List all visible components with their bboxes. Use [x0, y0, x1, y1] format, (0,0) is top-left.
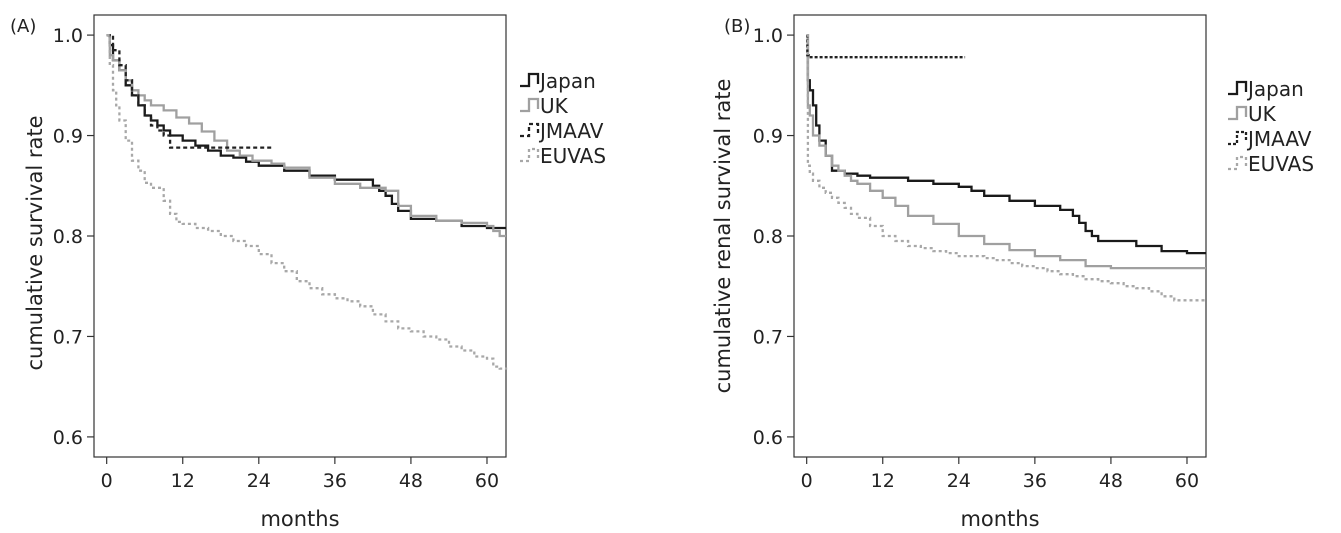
axis-ticks: 0 12 24 36 48 60 0.6 0.7 0.8 0.9 1.0 [753, 25, 1199, 492]
legend-label: Japan [538, 69, 596, 93]
y-tick-label: 1.0 [53, 25, 83, 47]
x-tick-label: 48 [399, 470, 423, 492]
series-line-euvas [106, 33, 508, 370]
panel-a: (A) 0 12 24 36 48 60 0.6 0.7 0.8 0.9 1.0 JapanUKJM… [10, 14, 606, 531]
series-line-jmaav [806, 33, 966, 59]
x-tick-label: 36 [1023, 470, 1047, 492]
series-line-japan [106, 33, 506, 230]
plot-frame [793, 14, 1207, 458]
legend-swatch [1228, 155, 1248, 171]
legend-label: JMAAV [538, 119, 604, 143]
series-line-euvas [806, 33, 1206, 302]
x-tick-label: 0 [101, 470, 113, 492]
x-tick-label: 0 [801, 470, 813, 492]
x-tick-label: 36 [323, 470, 347, 492]
y-tick-label: 0.8 [53, 226, 83, 248]
legend-label: Japan [1246, 77, 1304, 101]
x-axis-label: months [260, 507, 339, 531]
series-lines [806, 33, 1206, 302]
panel-b: (B) 0 12 24 36 48 60 0.6 0.7 0.8 0.9 1.0 JapanUKJM… [711, 14, 1314, 531]
x-tick-label: 12 [871, 470, 895, 492]
y-axis-label: cumulative survival rate [23, 115, 47, 370]
plot-frame [93, 14, 507, 458]
y-tick-label: 0.6 [753, 427, 783, 449]
y-tick-label: 0.7 [53, 326, 83, 348]
y-tick-label: 0.8 [753, 226, 783, 248]
series-line-uk [106, 33, 506, 238]
legend-label: JMAAV [1246, 127, 1312, 151]
x-tick-label: 24 [247, 470, 271, 492]
legend-swatch [1228, 130, 1248, 146]
y-tick-label: 0.9 [753, 126, 783, 148]
legend-label: EUVAS [1248, 152, 1314, 176]
legend-swatch [520, 122, 540, 138]
y-tick-label: 0.7 [753, 326, 783, 348]
panel-label: (A) [10, 16, 36, 37]
series-line-jmaav [106, 33, 272, 149]
y-tick-label: 0.6 [53, 427, 83, 449]
legend-swatch [1228, 105, 1248, 121]
x-tick-label: 60 [1175, 470, 1199, 492]
axis-ticks: 0 12 24 36 48 60 0.6 0.7 0.8 0.9 1.0 [53, 25, 499, 492]
legend-swatch [520, 147, 540, 163]
x-tick-label: 12 [171, 470, 195, 492]
series-lines [106, 33, 508, 370]
x-tick-label: 24 [947, 470, 971, 492]
x-tick-label: 60 [475, 470, 499, 492]
y-axis-label: cumulative renal survival rate [711, 79, 735, 394]
y-tick-label: 0.9 [53, 126, 83, 148]
x-tick-label: 48 [1099, 470, 1123, 492]
y-tick-label: 1.0 [753, 25, 783, 47]
panel-label: (B) [724, 16, 750, 37]
legend-label: UK [540, 94, 569, 118]
x-axis-label: months [960, 507, 1039, 531]
legend-swatch [520, 72, 540, 88]
legend-swatch [1228, 80, 1248, 96]
legend-label: UK [1248, 102, 1277, 126]
legend-swatch [520, 97, 540, 113]
series-line-uk [806, 33, 1206, 270]
legend-label: EUVAS [540, 144, 606, 168]
series-line-japan [806, 33, 1206, 255]
